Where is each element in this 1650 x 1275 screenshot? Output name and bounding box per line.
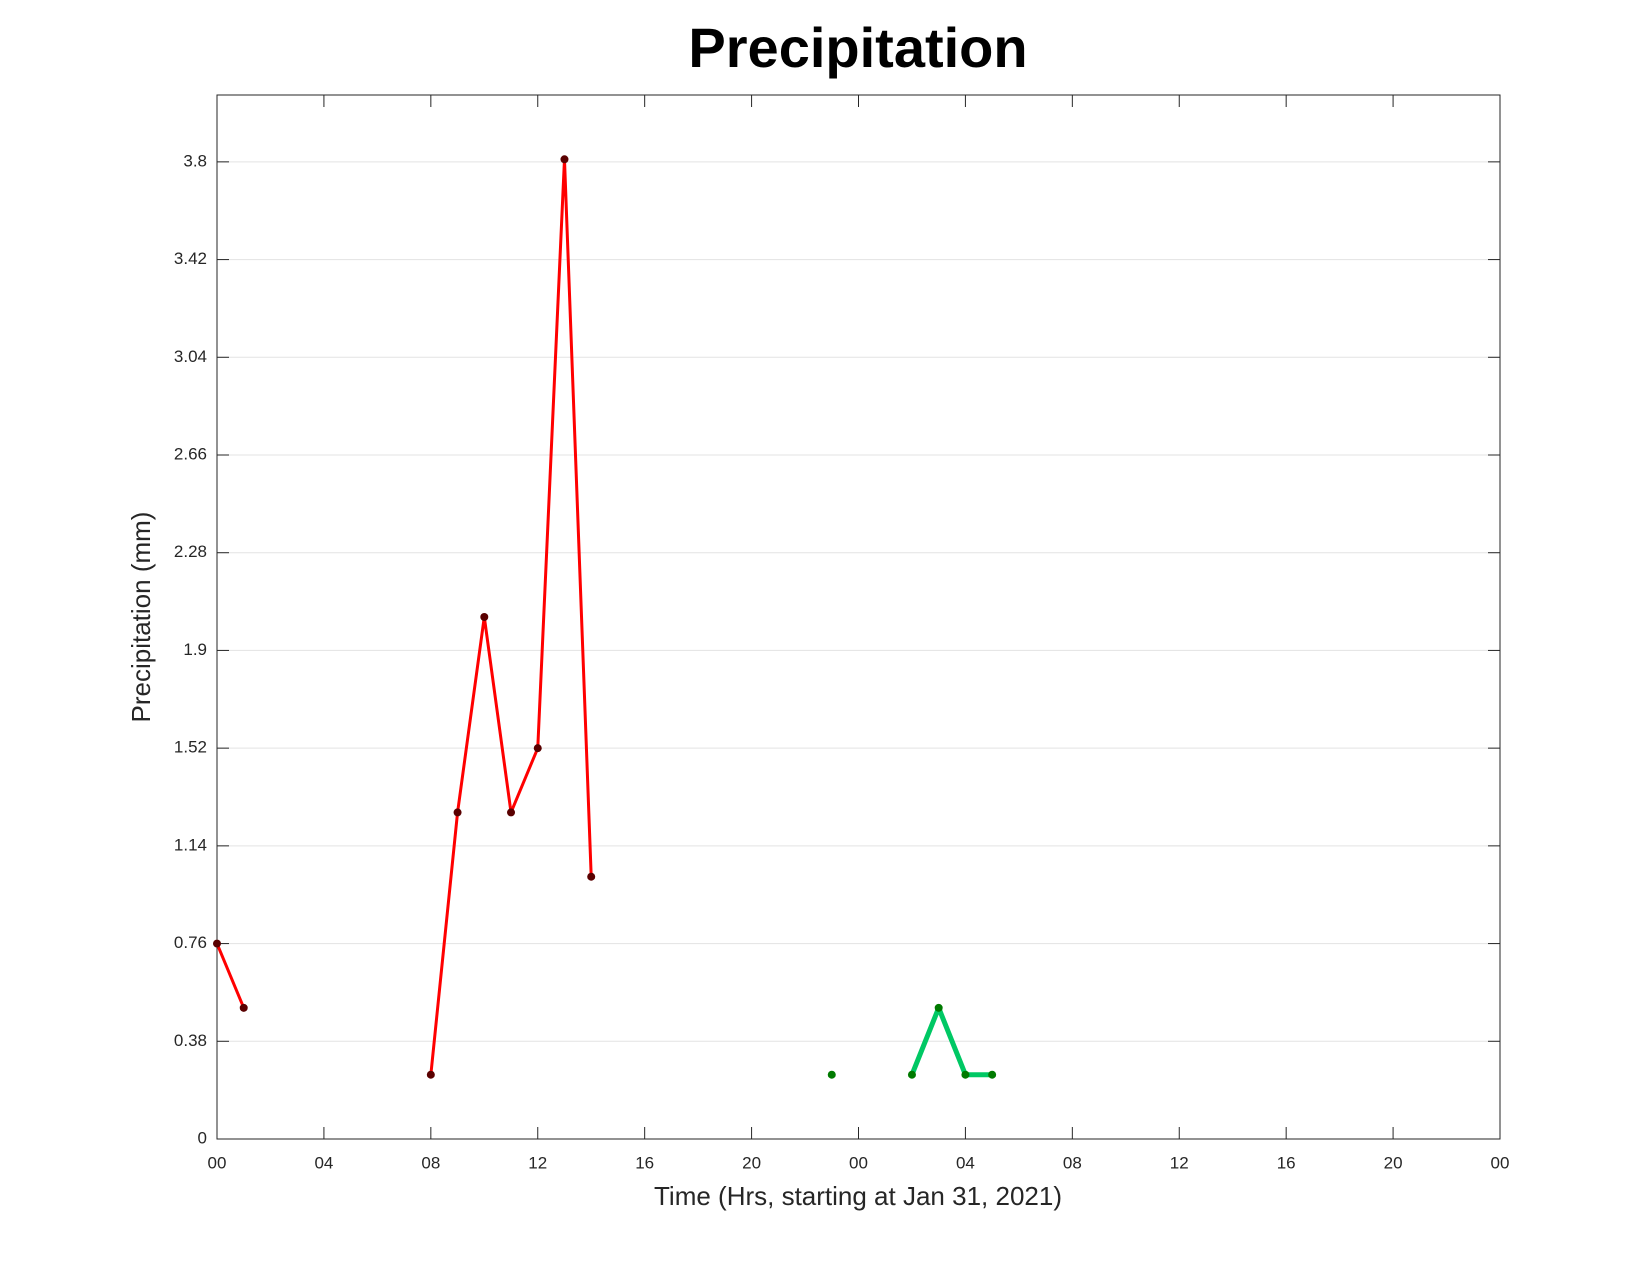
x-tick-label: 16 (1277, 1153, 1296, 1172)
series-line (909, 1005, 993, 1078)
data-point (507, 808, 516, 817)
y-axis-label: Precipitation (mm) (126, 512, 156, 723)
data-point (587, 872, 596, 881)
x-tick-label: 12 (1170, 1153, 1189, 1172)
data-point (453, 808, 462, 817)
y-tick-label: 2.28 (174, 542, 207, 561)
data-point (934, 1003, 943, 1012)
data-point (560, 155, 569, 164)
x-tick-label: 20 (742, 1153, 761, 1172)
x-tick-label: 12 (528, 1153, 547, 1172)
x-tick-label: 08 (421, 1153, 440, 1172)
data-point (480, 613, 489, 621)
x-tick-label: 04 (956, 1153, 975, 1172)
data-point (239, 1003, 248, 1012)
x-tick-label: 16 (635, 1153, 654, 1172)
chart-title: Precipitation (688, 16, 1027, 79)
y-tick-label: 3.8 (183, 151, 207, 170)
data-point (426, 1070, 435, 1079)
x-tick-label: 00 (208, 1153, 227, 1172)
data-point (827, 1070, 836, 1079)
y-tick-label: 3.42 (174, 249, 207, 268)
x-tick-label: 00 (849, 1153, 868, 1172)
y-tick-label: 1.52 (174, 738, 207, 757)
data-point (961, 1070, 970, 1079)
y-tick-label: 3.04 (174, 347, 207, 366)
y-tick-label: 0 (198, 1128, 207, 1147)
x-axis-label: Time (Hrs, starting at Jan 31, 2021) (654, 1181, 1062, 1211)
data-point (533, 744, 542, 753)
x-tick-label: 08 (1063, 1153, 1082, 1172)
data-point (907, 1070, 916, 1079)
plot-area (217, 95, 1500, 1139)
x-tick-label: 04 (314, 1153, 333, 1172)
axes-box (216, 94, 1501, 1140)
y-tick-label: 1.9 (183, 640, 207, 659)
y-tick-label: 0.76 (174, 933, 207, 952)
data-point (213, 939, 221, 948)
y-tick-label: 2.66 (174, 444, 207, 463)
x-tick-label: 00 (1491, 1153, 1510, 1172)
data-point (988, 1070, 997, 1079)
y-tick-label: 1.14 (174, 835, 207, 854)
x-tick-label: 20 (1384, 1153, 1403, 1172)
y-tick-label: 0.38 (174, 1031, 207, 1050)
